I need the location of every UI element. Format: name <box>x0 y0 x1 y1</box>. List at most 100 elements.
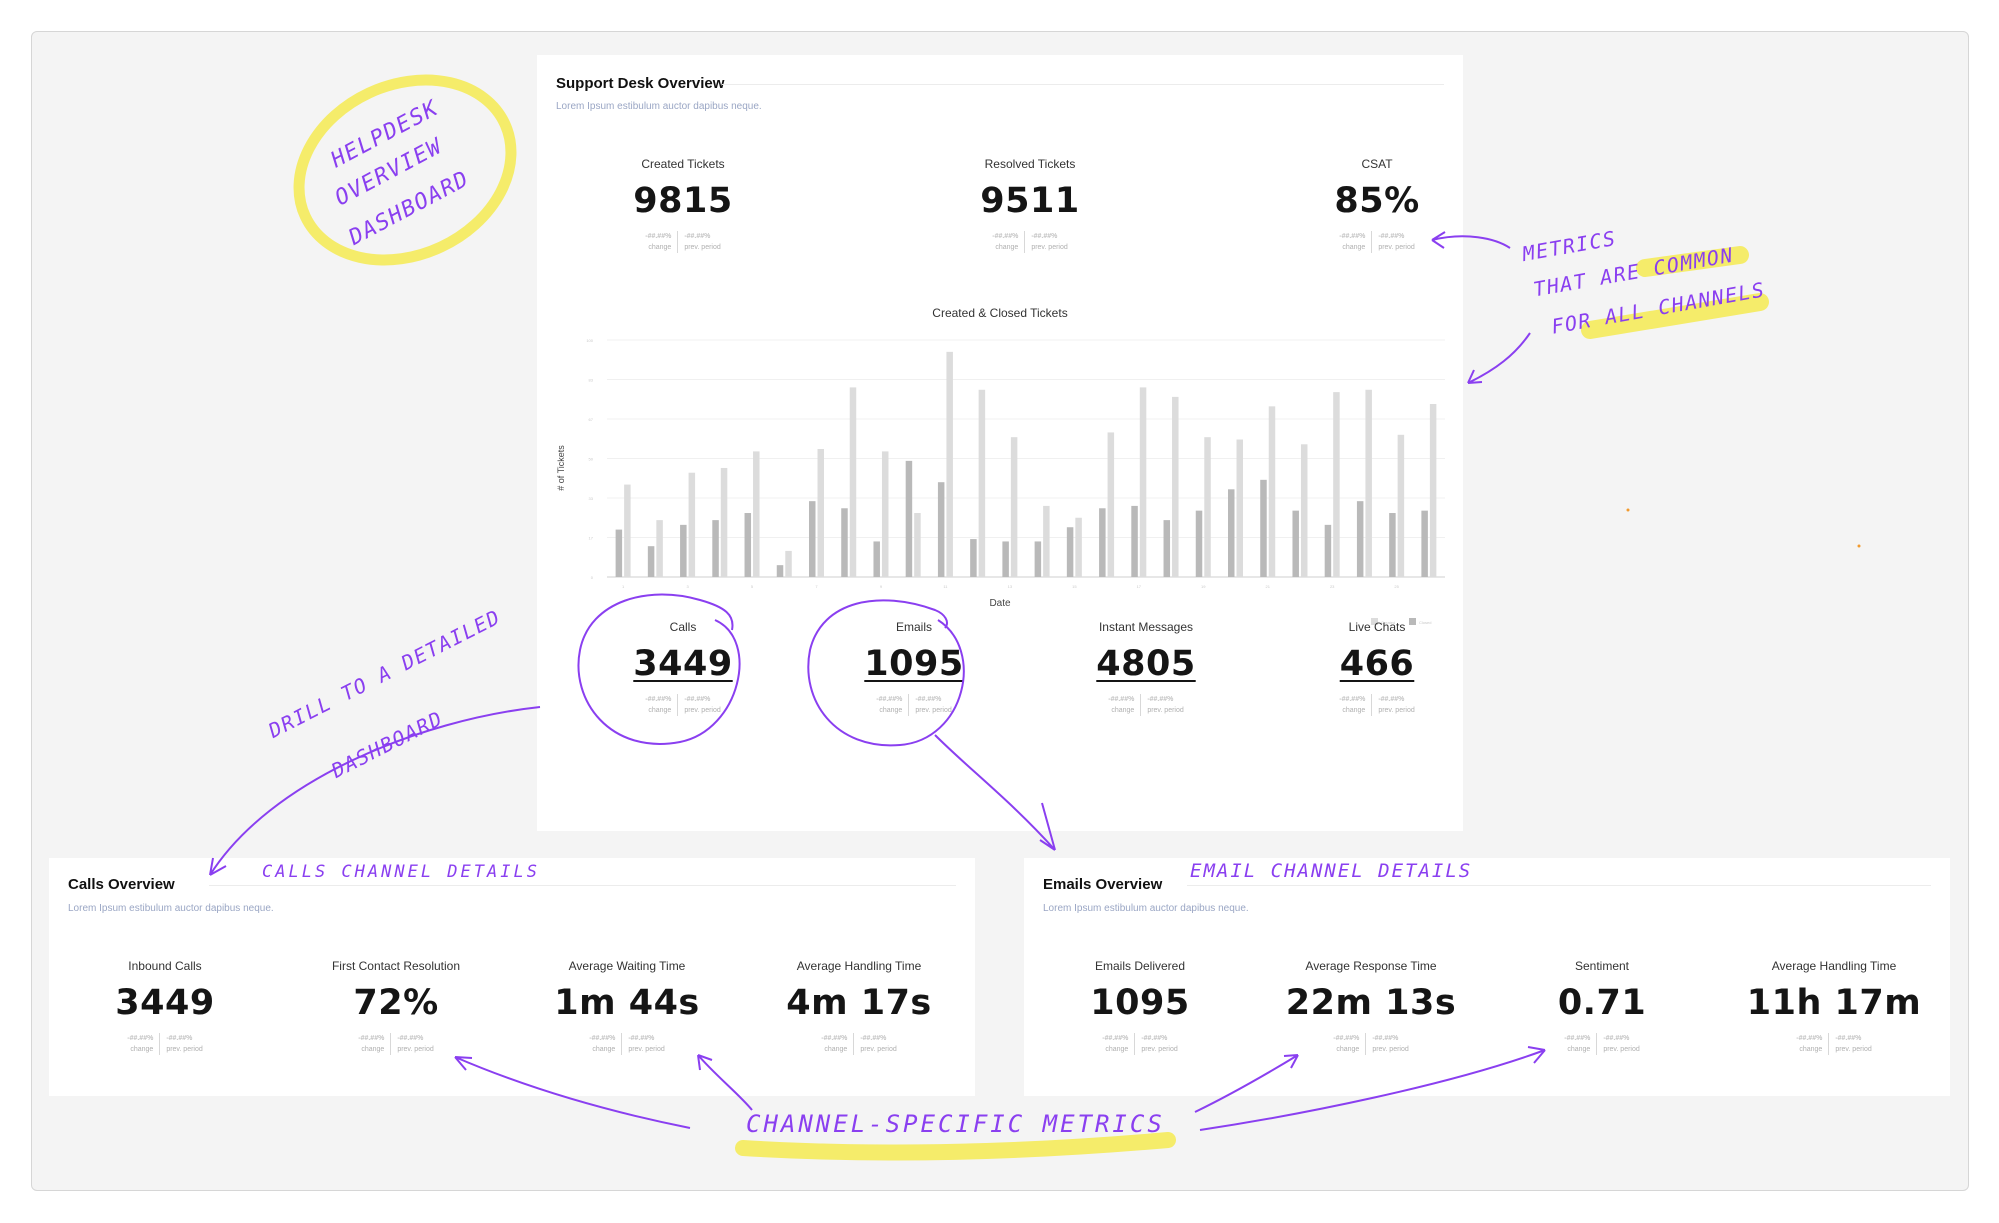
chart-bar-closed[interactable] <box>1389 513 1396 577</box>
kpi-change-value: -##.##% <box>876 696 903 703</box>
kpi-first-contact-resolution[interactable]: First Contact Resolution 72% -##.##% chan… <box>286 959 506 1055</box>
chart-bar-closed[interactable] <box>776 565 784 577</box>
chart-bar-closed[interactable] <box>647 546 655 577</box>
kpi-value-link[interactable]: 3449 <box>633 644 733 684</box>
chart-bar-closed[interactable] <box>680 524 687 577</box>
chart-bar-created[interactable] <box>656 520 663 577</box>
chart-bar-created[interactable] <box>1429 403 1437 577</box>
chart-bar-closed[interactable] <box>1002 541 1009 577</box>
chart-bar-closed[interactable] <box>970 539 977 577</box>
kpi-footer: -##.##% change -##.##% prev. period <box>55 1033 275 1055</box>
kpi-resolved-tickets[interactable]: Resolved Tickets 9511 -##.##% change -##.… <box>920 157 1140 253</box>
kpi-prev-label: prev. period <box>1603 1046 1640 1053</box>
kpi-label: Calls <box>669 620 697 634</box>
kpi-email-average-handling-time[interactable]: Average Handling Time 11h 17m -##.##% cha… <box>1724 959 1944 1055</box>
kpi-prev-label: prev. period <box>1378 244 1415 251</box>
kpi-footer: -##.##% change -##.##% prev. period <box>517 1033 737 1055</box>
chart-bar-created[interactable] <box>1107 432 1115 577</box>
chart-bar-created[interactable] <box>914 513 921 577</box>
kpi-average-handling-time[interactable]: Average Handling Time 4m 17s -##.##% chan… <box>749 959 969 1055</box>
kpi-value-link[interactable]: 4805 <box>1096 644 1196 684</box>
chart-bar-closed[interactable] <box>1421 510 1428 577</box>
kpi-calls[interactable]: Calls 3449 -##.##% change -##.##% prev. pe… <box>573 620 793 716</box>
legend-swatch-closed <box>1409 618 1416 625</box>
chart-bar-closed[interactable] <box>615 529 623 577</box>
chart-bar-created[interactable] <box>946 351 953 577</box>
chart-bar-closed[interactable] <box>744 513 752 577</box>
chart-bar-created[interactable] <box>1397 434 1405 577</box>
chart-bar-created[interactable] <box>1300 444 1308 577</box>
chart-bar-closed[interactable] <box>841 508 848 577</box>
kpi-prev-label: prev. period <box>684 707 721 714</box>
kpi-average-response-time[interactable]: Average Response Time 22m 13s -##.##% cha… <box>1261 959 1481 1055</box>
kpi-sentiment[interactable]: Sentiment 0.71 -##.##% change -##.##% prev… <box>1492 959 1712 1055</box>
chart-bar-created[interactable] <box>978 389 986 577</box>
chart-bar-closed[interactable] <box>1260 479 1267 577</box>
kpi-instant-messages[interactable]: Instant Messages 4805 -##.##% change -##.… <box>1036 620 1256 716</box>
chart-bar-created[interactable] <box>753 451 760 577</box>
chart-bar-created[interactable] <box>1236 439 1244 577</box>
chart-bar-created[interactable] <box>624 484 631 577</box>
kpi-change-label: change <box>1567 1046 1591 1053</box>
chart-bar-created[interactable] <box>1139 387 1147 577</box>
chart-bar-closed[interactable] <box>809 501 816 577</box>
kpi-prev-value: -##.##% <box>684 233 711 240</box>
chart-bar-closed[interactable] <box>1324 524 1332 577</box>
kpi-footer: -##.##% change -##.##% prev. period <box>573 694 793 716</box>
chart-bar-closed[interactable] <box>712 520 719 577</box>
chart-y-tick: 100 <box>586 338 593 343</box>
kpi-change-value: -##.##% <box>992 233 1019 240</box>
kpi-inbound-calls[interactable]: Inbound Calls 3449 -##.##% change -##.##%… <box>55 959 275 1055</box>
chart-bar-created[interactable] <box>1010 437 1018 577</box>
chart-bar-created[interactable] <box>817 449 825 577</box>
chart-bar-closed[interactable] <box>1066 527 1074 577</box>
chart-bar-closed[interactable] <box>1131 505 1138 577</box>
chart-bar-closed[interactable] <box>937 482 945 577</box>
chart-bar-created[interactable] <box>1075 517 1082 577</box>
kpi-emails-delivered[interactable]: Emails Delivered 1095 -##.##% change -##.… <box>1030 959 1250 1055</box>
chart-x-tick: 3 <box>686 584 689 589</box>
kpi-change-label: change <box>995 244 1019 251</box>
chart-ylabel: # of Tickets <box>556 445 566 491</box>
chart-y-tick: 17 <box>589 536 594 541</box>
legend-swatch-created <box>1371 618 1378 625</box>
chart-bar-closed[interactable] <box>1034 541 1042 577</box>
chart-bar-closed[interactable] <box>1228 489 1235 577</box>
chart-bar-closed[interactable] <box>1292 510 1299 577</box>
chart-bar-closed[interactable] <box>1163 520 1171 577</box>
kpi-live-chats[interactable]: Live Chats 466 -##.##% change -##.##% prev… <box>1267 620 1487 716</box>
chart-bar-closed[interactable] <box>1099 508 1106 577</box>
chart-bar-closed[interactable] <box>905 460 913 577</box>
chart-x-tick: 5 <box>751 584 754 589</box>
calls-overview-card: Calls Overview Lorem Ipsum estibulum auc… <box>49 858 975 1096</box>
chart-bar-created[interactable] <box>720 467 728 577</box>
kpi-emails[interactable]: Emails 1095 -##.##% change -##.##% prev. p… <box>804 620 1024 716</box>
kpi-prev-value: -##.##% <box>860 1035 887 1042</box>
kpi-average-waiting-time[interactable]: Average Waiting Time 1m 44s -##.##% chang… <box>517 959 737 1055</box>
chart-bar-created[interactable] <box>1333 392 1340 577</box>
chart-bar-created[interactable] <box>1268 406 1276 577</box>
chart-bar-created[interactable] <box>1365 389 1372 577</box>
kpi-value-link[interactable]: 466 <box>1339 644 1415 684</box>
chart-bar-created[interactable] <box>849 387 857 577</box>
kpi-change-label: change <box>1336 1046 1360 1053</box>
kpi-prev-value: -##.##% <box>1031 233 1058 240</box>
chart-bar-created[interactable] <box>881 451 889 577</box>
kpi-created-tickets[interactable]: Created Tickets 9815 -##.##% change -##.#… <box>573 157 793 253</box>
kpi-csat[interactable]: CSAT 85% -##.##% change -##.##% prev. peri… <box>1267 157 1487 253</box>
chart-bar-created[interactable] <box>1043 505 1050 577</box>
chart-bar-created[interactable] <box>688 472 696 577</box>
chart-gridlines <box>607 339 1445 578</box>
chart-x-tick: 11 <box>943 584 948 589</box>
kpi-prev-value: -##.##% <box>684 696 711 703</box>
chart-bar-closed[interactable] <box>1195 510 1203 577</box>
chart-bar-created[interactable] <box>785 550 792 577</box>
chart-bar-created[interactable] <box>1204 437 1211 577</box>
chart-bar-created[interactable] <box>1172 396 1179 577</box>
kpi-change-label: change <box>130 1046 154 1053</box>
kpi-change-value: -##.##% <box>1796 1035 1823 1042</box>
kpi-prev-value: -##.##% <box>915 696 942 703</box>
chart-bar-closed[interactable] <box>1356 501 1364 577</box>
kpi-value-link[interactable]: 1095 <box>864 644 964 684</box>
chart-bar-closed[interactable] <box>873 541 880 577</box>
